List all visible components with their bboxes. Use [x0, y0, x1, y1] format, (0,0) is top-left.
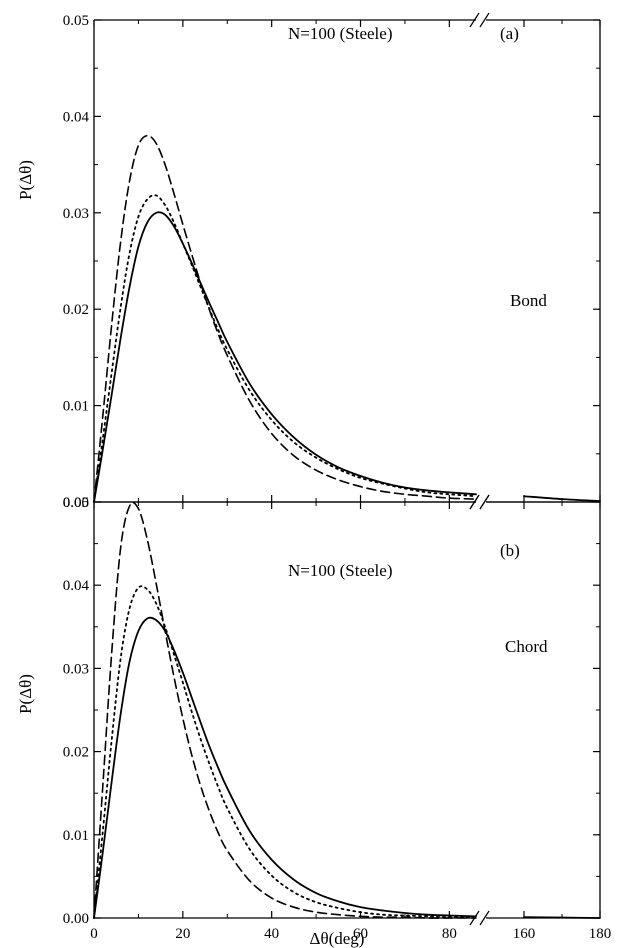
x-tick-label: 180: [589, 926, 612, 942]
y-tick-label: 0.04: [63, 578, 90, 594]
axis-break-mark: [469, 494, 480, 510]
plot-frame: [93, 12, 601, 510]
solid-curve: [93, 616, 477, 919]
annotation-label-2: Chord: [505, 637, 548, 656]
x-tick-label: 160: [513, 926, 536, 942]
x-ticks: [93, 20, 601, 502]
annotation-label: N=100 (Steele): [288, 561, 392, 580]
y-tick-label: 0.02: [63, 302, 89, 318]
x-tick-label: 0: [90, 926, 98, 942]
panel-b: 0.00 0.01 0.02 0.03 0.04 0.05 0 20 40 60 80 160 180…: [16, 494, 611, 948]
panel-a: 0.000.010.020.030.040.05 N=100 (Steele) …: [16, 12, 601, 511]
y-ticks: 0.00 0.01 0.02 0.03 0.04 0.05: [63, 13, 600, 511]
x-ticks: 0 20 40 60 80 160 180: [90, 502, 611, 942]
panel-label: (a): [500, 24, 519, 43]
y-tick-label: 0.01: [63, 828, 89, 844]
y-tick-label: 0.04: [63, 109, 90, 125]
y-tick-label: 0.03: [63, 206, 89, 222]
annotation-label: N=100 (Steele): [288, 24, 392, 43]
dotted-curve: [93, 585, 477, 919]
y-tick-label: 0.00: [63, 495, 89, 511]
y-tick-label: 0.00: [63, 911, 89, 927]
solid-curve: [93, 211, 477, 503]
y-tick-label: 0.02: [63, 745, 89, 761]
y-axis-label: P(Δθ): [16, 160, 35, 200]
panel-label: (b): [500, 541, 520, 560]
plot-frame: [93, 494, 601, 926]
x-tick-label: 60: [353, 926, 368, 942]
dashed-curve: [93, 501, 477, 919]
annotation-label-2: Bond: [510, 291, 547, 310]
y-tick-label: 0.05: [63, 13, 89, 29]
y-ticks: 0.00 0.01 0.02 0.03 0.04 0.05: [63, 495, 600, 927]
axis-break-mark: [469, 12, 480, 28]
x-tick-label: 40: [264, 926, 279, 942]
y-tick-label: 0.05: [63, 495, 89, 511]
x-tick-label: 80: [442, 926, 457, 942]
axis-break-mark: [479, 494, 490, 510]
y-tick-label: 0.01: [63, 399, 89, 415]
dashed-curve: [93, 134, 477, 503]
x-tick-label: 20: [175, 926, 190, 942]
y-tick-label: 0.03: [63, 661, 89, 677]
dotted-curve: [93, 194, 477, 503]
axis-break-mark: [479, 910, 490, 926]
curves: [93, 134, 601, 503]
axis-break-mark: [479, 12, 490, 28]
y-axis-label: P(Δθ): [16, 674, 35, 714]
x-axis-label: Δθ(deg): [310, 929, 365, 948]
